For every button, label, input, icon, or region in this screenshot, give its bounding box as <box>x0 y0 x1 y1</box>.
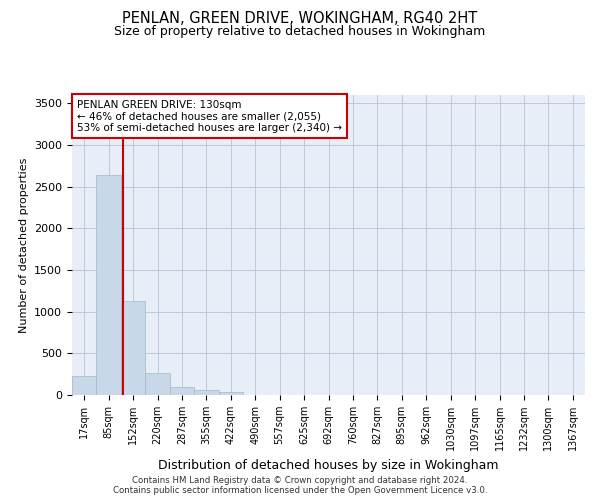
Bar <box>170 386 194 395</box>
Bar <box>194 390 218 395</box>
Text: Contains HM Land Registry data © Crown copyright and database right 2024.
Contai: Contains HM Land Registry data © Crown c… <box>113 476 487 495</box>
Bar <box>121 301 145 395</box>
Bar <box>145 372 170 395</box>
Bar <box>97 175 121 395</box>
Text: Size of property relative to detached houses in Wokingham: Size of property relative to detached ho… <box>115 25 485 38</box>
Bar <box>218 392 243 395</box>
Y-axis label: Number of detached properties: Number of detached properties <box>19 158 29 332</box>
Text: PENLAN, GREEN DRIVE, WOKINGHAM, RG40 2HT: PENLAN, GREEN DRIVE, WOKINGHAM, RG40 2HT <box>122 11 478 26</box>
X-axis label: Distribution of detached houses by size in Wokingham: Distribution of detached houses by size … <box>158 458 499 471</box>
Bar <box>72 376 97 395</box>
Text: PENLAN GREEN DRIVE: 130sqm
← 46% of detached houses are smaller (2,055)
53% of s: PENLAN GREEN DRIVE: 130sqm ← 46% of deta… <box>77 100 342 132</box>
